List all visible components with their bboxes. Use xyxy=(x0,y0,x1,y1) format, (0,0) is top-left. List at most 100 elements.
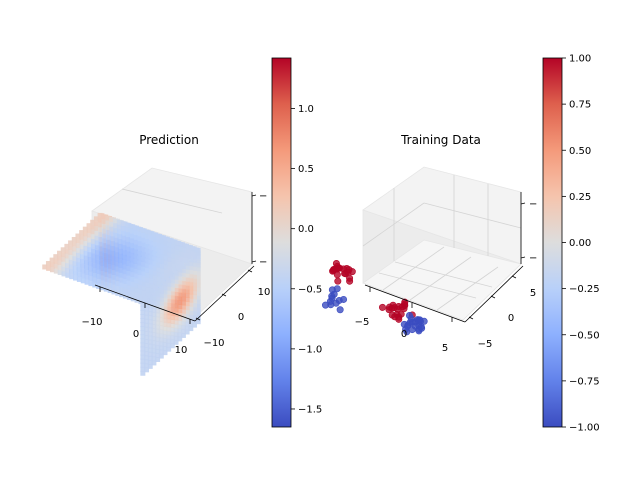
prediction-voxel xyxy=(125,266,131,272)
prediction-voxel xyxy=(151,237,157,243)
prediction-voxel xyxy=(153,285,159,291)
prediction-voxel xyxy=(87,261,93,267)
prediction-voxel xyxy=(90,239,96,245)
prediction-voxel xyxy=(195,302,201,308)
prediction-colorbar-tick-label: −1.0 xyxy=(298,344,322,355)
prediction-voxel xyxy=(147,323,153,329)
prediction-voxel xyxy=(167,252,173,258)
prediction-voxel xyxy=(121,250,127,256)
training-point xyxy=(390,304,398,312)
prediction-voxel xyxy=(137,284,143,290)
prediction-voxel xyxy=(147,235,153,241)
prediction-voxel xyxy=(49,262,55,268)
prediction-voxel xyxy=(114,266,120,272)
prediction-voxel xyxy=(177,307,183,313)
prediction-voxel xyxy=(99,265,105,271)
prediction-voxel xyxy=(158,284,164,290)
prediction-voxel xyxy=(76,252,82,258)
prediction-voxel xyxy=(159,244,165,250)
prediction-voxel xyxy=(72,270,78,276)
prediction-voxel xyxy=(186,254,192,260)
prediction-voxel xyxy=(174,245,180,251)
prediction-voxel xyxy=(159,235,165,241)
prediction-voxel xyxy=(151,340,157,346)
prediction-voxel xyxy=(98,227,104,233)
prediction-voxel xyxy=(169,327,175,333)
prediction-voxel xyxy=(109,231,115,237)
prediction-voxel xyxy=(65,263,71,269)
prediction-voxel xyxy=(144,322,150,328)
prediction-voxel xyxy=(180,284,186,290)
prediction-voxel xyxy=(140,232,146,238)
prediction-voxel xyxy=(155,328,161,334)
prediction-voxel xyxy=(182,253,188,259)
prediction-voxel xyxy=(173,327,179,333)
prediction-voxel xyxy=(128,233,134,239)
prediction-voxel xyxy=(184,305,190,311)
prediction-voxel xyxy=(103,267,109,273)
prediction-voxel xyxy=(182,243,188,249)
prediction-voxel xyxy=(148,259,154,265)
prediction-voxel xyxy=(130,281,136,287)
prediction-voxel xyxy=(95,264,101,270)
prediction-voxel xyxy=(188,277,194,283)
prediction-voxel xyxy=(191,302,197,308)
prediction-voxel xyxy=(72,265,78,271)
prediction-voxel xyxy=(65,272,71,278)
prediction-voxel xyxy=(145,287,151,293)
prediction-voxel xyxy=(147,315,153,321)
prediction-voxel xyxy=(94,225,100,231)
prediction-voxel xyxy=(184,325,190,331)
prediction-x-tick: 10 xyxy=(175,345,188,356)
prediction-voxel xyxy=(133,263,139,269)
prediction-voxel xyxy=(177,291,183,297)
prediction-voxel xyxy=(91,272,97,278)
prediction-voxel xyxy=(158,329,164,335)
prediction-voxel xyxy=(147,343,153,349)
prediction-voxel xyxy=(155,340,161,346)
prediction-voxel xyxy=(93,216,99,222)
prediction-y-tick: 10 xyxy=(258,287,271,298)
training-point xyxy=(334,277,342,285)
prediction-voxel xyxy=(117,243,123,249)
prediction-voxel xyxy=(140,366,146,372)
training-title: Training Data xyxy=(400,133,481,147)
prediction-voxel xyxy=(177,283,183,289)
prediction-voxel xyxy=(177,271,183,277)
prediction-voxel xyxy=(109,226,115,232)
prediction-voxel xyxy=(140,358,146,364)
prediction-voxel xyxy=(118,277,124,283)
prediction-voxel xyxy=(79,254,85,260)
prediction-voxel xyxy=(132,239,138,245)
prediction-voxel xyxy=(64,253,70,259)
prediction-voxel xyxy=(122,283,128,289)
prediction-voxel xyxy=(99,270,105,276)
prediction-voxel xyxy=(88,281,94,287)
prediction-voxel xyxy=(125,246,131,252)
prediction-voxel xyxy=(155,248,161,254)
prediction-voxel xyxy=(158,288,164,294)
training-colorbar-tick-label: 1.00 xyxy=(569,54,591,65)
prediction-voxel xyxy=(94,240,100,246)
prediction-voxel xyxy=(177,279,183,285)
prediction-voxel xyxy=(151,332,157,338)
prediction-voxel xyxy=(166,326,172,332)
prediction-voxel xyxy=(184,313,190,319)
prediction-voxel xyxy=(115,285,121,291)
prediction-voxel xyxy=(180,276,186,282)
prediction-voxel xyxy=(158,341,164,347)
prediction-voxel xyxy=(122,288,128,294)
prediction-voxel xyxy=(148,245,154,251)
prediction-voxel xyxy=(140,322,146,328)
prediction-voxel xyxy=(140,338,146,344)
prediction-voxel xyxy=(162,297,168,303)
prediction-voxel xyxy=(117,239,123,245)
prediction-voxel xyxy=(49,257,55,263)
training-panel: Training Data xyxy=(322,133,537,354)
prediction-voxel xyxy=(177,312,183,318)
prediction-voxel xyxy=(184,260,190,266)
prediction-voxel xyxy=(169,339,175,345)
prediction-voxel xyxy=(188,261,194,267)
prediction-voxel xyxy=(122,269,128,275)
prediction-voxel xyxy=(169,294,175,300)
